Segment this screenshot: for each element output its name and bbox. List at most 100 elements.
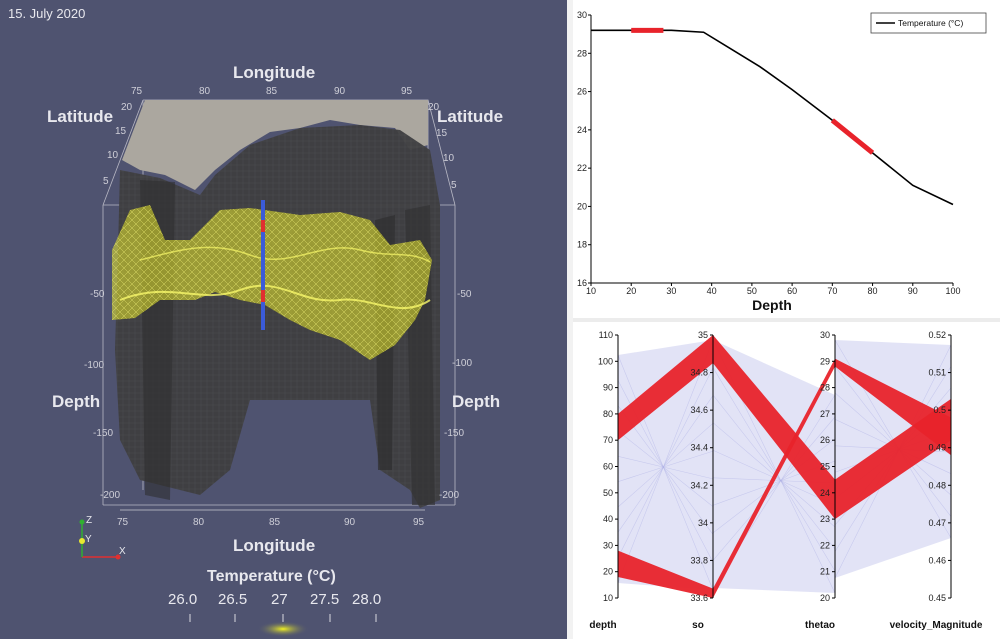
pc-tick-label: 21 — [820, 567, 830, 577]
pc-tick-label: 0.45 — [928, 593, 946, 603]
context-line — [617, 450, 714, 482]
lat-tick-left: 20 — [121, 102, 133, 113]
pc-tick-label: 0.48 — [928, 480, 946, 490]
context-line — [712, 438, 836, 534]
line-chart-panel[interactable]: 16 18 20 22 24 26 28 30 10 20 30 40 50 60 70 80 90 100 Dep… — [573, 0, 1000, 318]
pc-axis-label: so — [692, 620, 704, 631]
pc-tick-label: 28 — [820, 383, 830, 393]
selected-band — [618, 335, 713, 441]
colorbar-tick: 27.5 — [310, 591, 340, 608]
x-tick-label: 30 — [666, 286, 676, 296]
y-tick-label: 16 — [577, 278, 587, 288]
context-line — [617, 395, 714, 533]
pc-tick-label: 27 — [820, 409, 830, 419]
lat-tick-right: 15 — [436, 128, 448, 139]
pc-tick-label: 33.6 — [690, 593, 708, 603]
depth-label-left: Depth — [52, 392, 101, 411]
pc-tick-label: 40 — [603, 514, 613, 524]
x-tick-label: 70 — [827, 286, 837, 296]
lon-tick-bottom: 85 — [269, 517, 281, 528]
legend-label: Temperature (°C) — [898, 18, 963, 28]
y-tick-label: 22 — [577, 163, 587, 173]
pc-tick-label: 110 — [599, 330, 613, 340]
legend-box — [870, 12, 987, 34]
depth-tick-right: -200 — [439, 490, 460, 501]
parallel-coordinates-chart[interactable]: 10 20 30 40 50 60 70 80 90 100 110 depth 33.6 33.8 34 3… — [573, 322, 1000, 639]
x-tick-label: 50 — [747, 286, 757, 296]
latitude-label-left: Latitude — [47, 107, 114, 126]
3d-scene-view[interactable]: 15. July 2020 — [0, 0, 567, 639]
context-line — [712, 367, 836, 572]
pc-tick-label: 26 — [820, 435, 830, 445]
y-tick-label: 30 — [577, 10, 587, 20]
lon-tick-top: 80 — [199, 86, 211, 97]
pc-tick-label: 100 — [598, 356, 613, 366]
pc-tick-label: 34.6 — [690, 405, 708, 415]
lon-tick-top: 90 — [334, 86, 346, 97]
pc-tick-label: 25 — [820, 462, 830, 472]
x-tick-label: 40 — [707, 286, 717, 296]
panel-divider — [573, 318, 1000, 322]
pc-tick-label: 90 — [603, 383, 613, 393]
lon-tick-bottom: 75 — [117, 517, 129, 528]
x-tick-label: 80 — [868, 286, 878, 296]
selected-band — [618, 550, 713, 598]
selected-band — [713, 358, 835, 598]
pc-tick-label: 0.52 — [928, 330, 946, 340]
context-line — [617, 339, 714, 584]
depth-tick-left: -100 — [84, 360, 105, 371]
pc-tick-label: 34.4 — [690, 443, 708, 453]
depth-tick-left: -200 — [100, 490, 121, 501]
lon-tick-top: 75 — [131, 86, 143, 97]
scene-graphics[interactable] — [0, 0, 567, 639]
pc-tick-label: 23 — [820, 514, 830, 524]
pc-tick-label: 0.47 — [928, 518, 946, 528]
parallel-coordinates-panel[interactable]: 10 20 30 40 50 60 70 80 90 100 110 depth 33.6 33.8 34 3… — [573, 322, 1000, 639]
lon-tick-top: 85 — [266, 86, 278, 97]
line-chart[interactable]: 16 18 20 22 24 26 28 30 10 20 30 40 50 60 70 80 90 100 Dep… — [573, 0, 1000, 318]
axis-z-label: Z — [86, 515, 93, 526]
pc-tick-label: 35 — [698, 330, 708, 340]
context-line — [712, 416, 836, 561]
pc-tick-label: 34.8 — [690, 368, 708, 378]
pc-tick-label: 33.8 — [690, 555, 708, 565]
pc-tick-label: 60 — [603, 462, 613, 472]
lat-tick-right: 5 — [451, 180, 457, 191]
lat-tick-left: 5 — [103, 176, 109, 187]
pc-tick-label: 0.49 — [928, 443, 946, 453]
lon-tick-bottom: 95 — [413, 517, 425, 528]
longitude-label-top: Longitude — [233, 63, 316, 82]
y-tick-label: 26 — [577, 87, 587, 97]
lon-tick-bottom: 90 — [344, 517, 356, 528]
pc-tick-label: 50 — [603, 488, 613, 498]
depth-tick-right: -150 — [444, 428, 465, 439]
context-line — [617, 430, 714, 507]
pc-tick-label: 24 — [820, 488, 830, 498]
pc-tick-label: 70 — [603, 435, 613, 445]
pc-tick-label: 30 — [603, 540, 613, 550]
date-label: 15. July 2020 — [8, 6, 86, 21]
pc-tick-label: 80 — [603, 409, 613, 419]
colorbar-tick: 28.0 — [352, 591, 382, 608]
colorbar-title: Temperature (°C) — [207, 568, 336, 585]
lon-tick-bottom: 80 — [193, 517, 205, 528]
lat-tick-right: 20 — [428, 102, 440, 113]
pc-tick-label: 0.46 — [928, 555, 946, 565]
panel-divider — [567, 0, 573, 639]
pc-tick-label: 29 — [820, 356, 830, 366]
latitude-label-right: Latitude — [437, 107, 504, 126]
pc-tick-label: 10 — [603, 593, 613, 603]
x-tick-label: 60 — [787, 286, 797, 296]
colorbar-tick: 26.0 — [168, 591, 198, 608]
pc-tick-label: 0.51 — [928, 368, 946, 378]
selected-band — [713, 335, 835, 520]
depth-tick-right: -100 — [452, 358, 473, 369]
colorbar-tick: 26.5 — [218, 591, 248, 608]
x-tick-label: 10 — [586, 286, 596, 296]
legend: Temperature (°C) — [870, 12, 987, 34]
x-tick-label: 20 — [626, 286, 636, 296]
context-line — [617, 367, 714, 558]
pc-axis-label: thetao — [805, 620, 835, 631]
context-line — [712, 394, 836, 550]
depth-tick-left: -50 — [90, 289, 105, 300]
